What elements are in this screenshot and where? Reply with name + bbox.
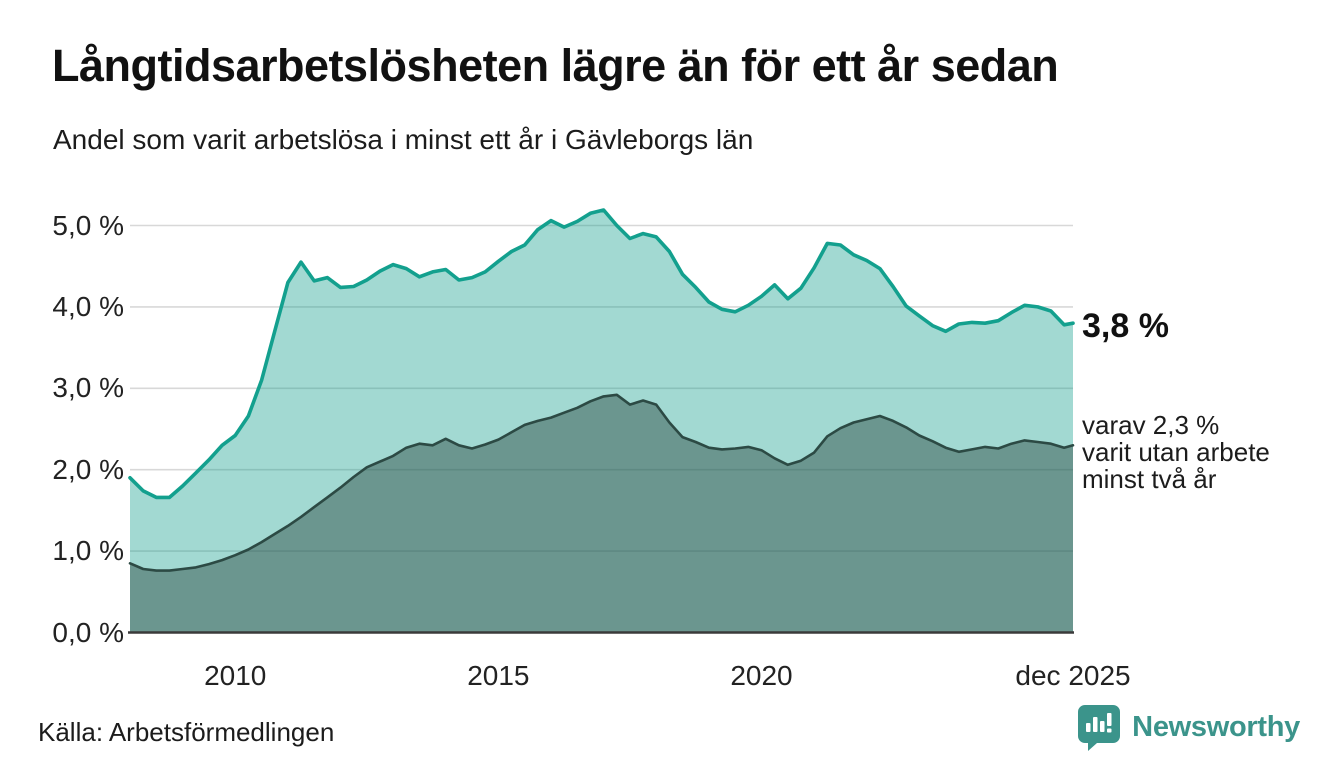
secondary-value-line: varav 2,3 % [1082,410,1220,440]
y-axis-tick-label: 4,0 % [52,290,124,322]
page-subtitle: Andel som varit arbetslösa i minst ett å… [53,124,754,155]
secondary-value-label: varav 2,3 % varit utan arbete minst två … [1082,412,1270,493]
page-title: Långtidsarbetslösheten lägre än för ett … [52,40,1059,91]
x-axis-tick-label: 2020 [730,660,793,691]
latest-value-label: 3,8 % [1082,307,1169,345]
newsworthy-logo: Newsworthy [1076,703,1300,751]
secondary-value-line: varit utan arbete [1082,437,1270,467]
source-note: Källa: Arbetsförmedlingen [38,717,335,747]
y-axis-tick-label: 3,0 % [52,372,124,404]
newsworthy-wordmark: Newsworthy [1132,710,1300,743]
y-axis-tick-label: 1,0 % [52,535,124,567]
y-axis-tick-label: 5,0 % [52,209,124,241]
y-axis-tick-label: 0,0 % [52,616,124,648]
x-axis-tick-label: dec 2025 [1015,660,1131,691]
x-axis-tick-label: 2010 [204,660,267,691]
x-axis-tick-label: 2015 [467,660,530,691]
newsworthy-logo-icon [1078,705,1121,751]
secondary-value-line: minst två år [1082,464,1217,494]
y-axis-tick-label: 2,0 % [52,453,124,485]
